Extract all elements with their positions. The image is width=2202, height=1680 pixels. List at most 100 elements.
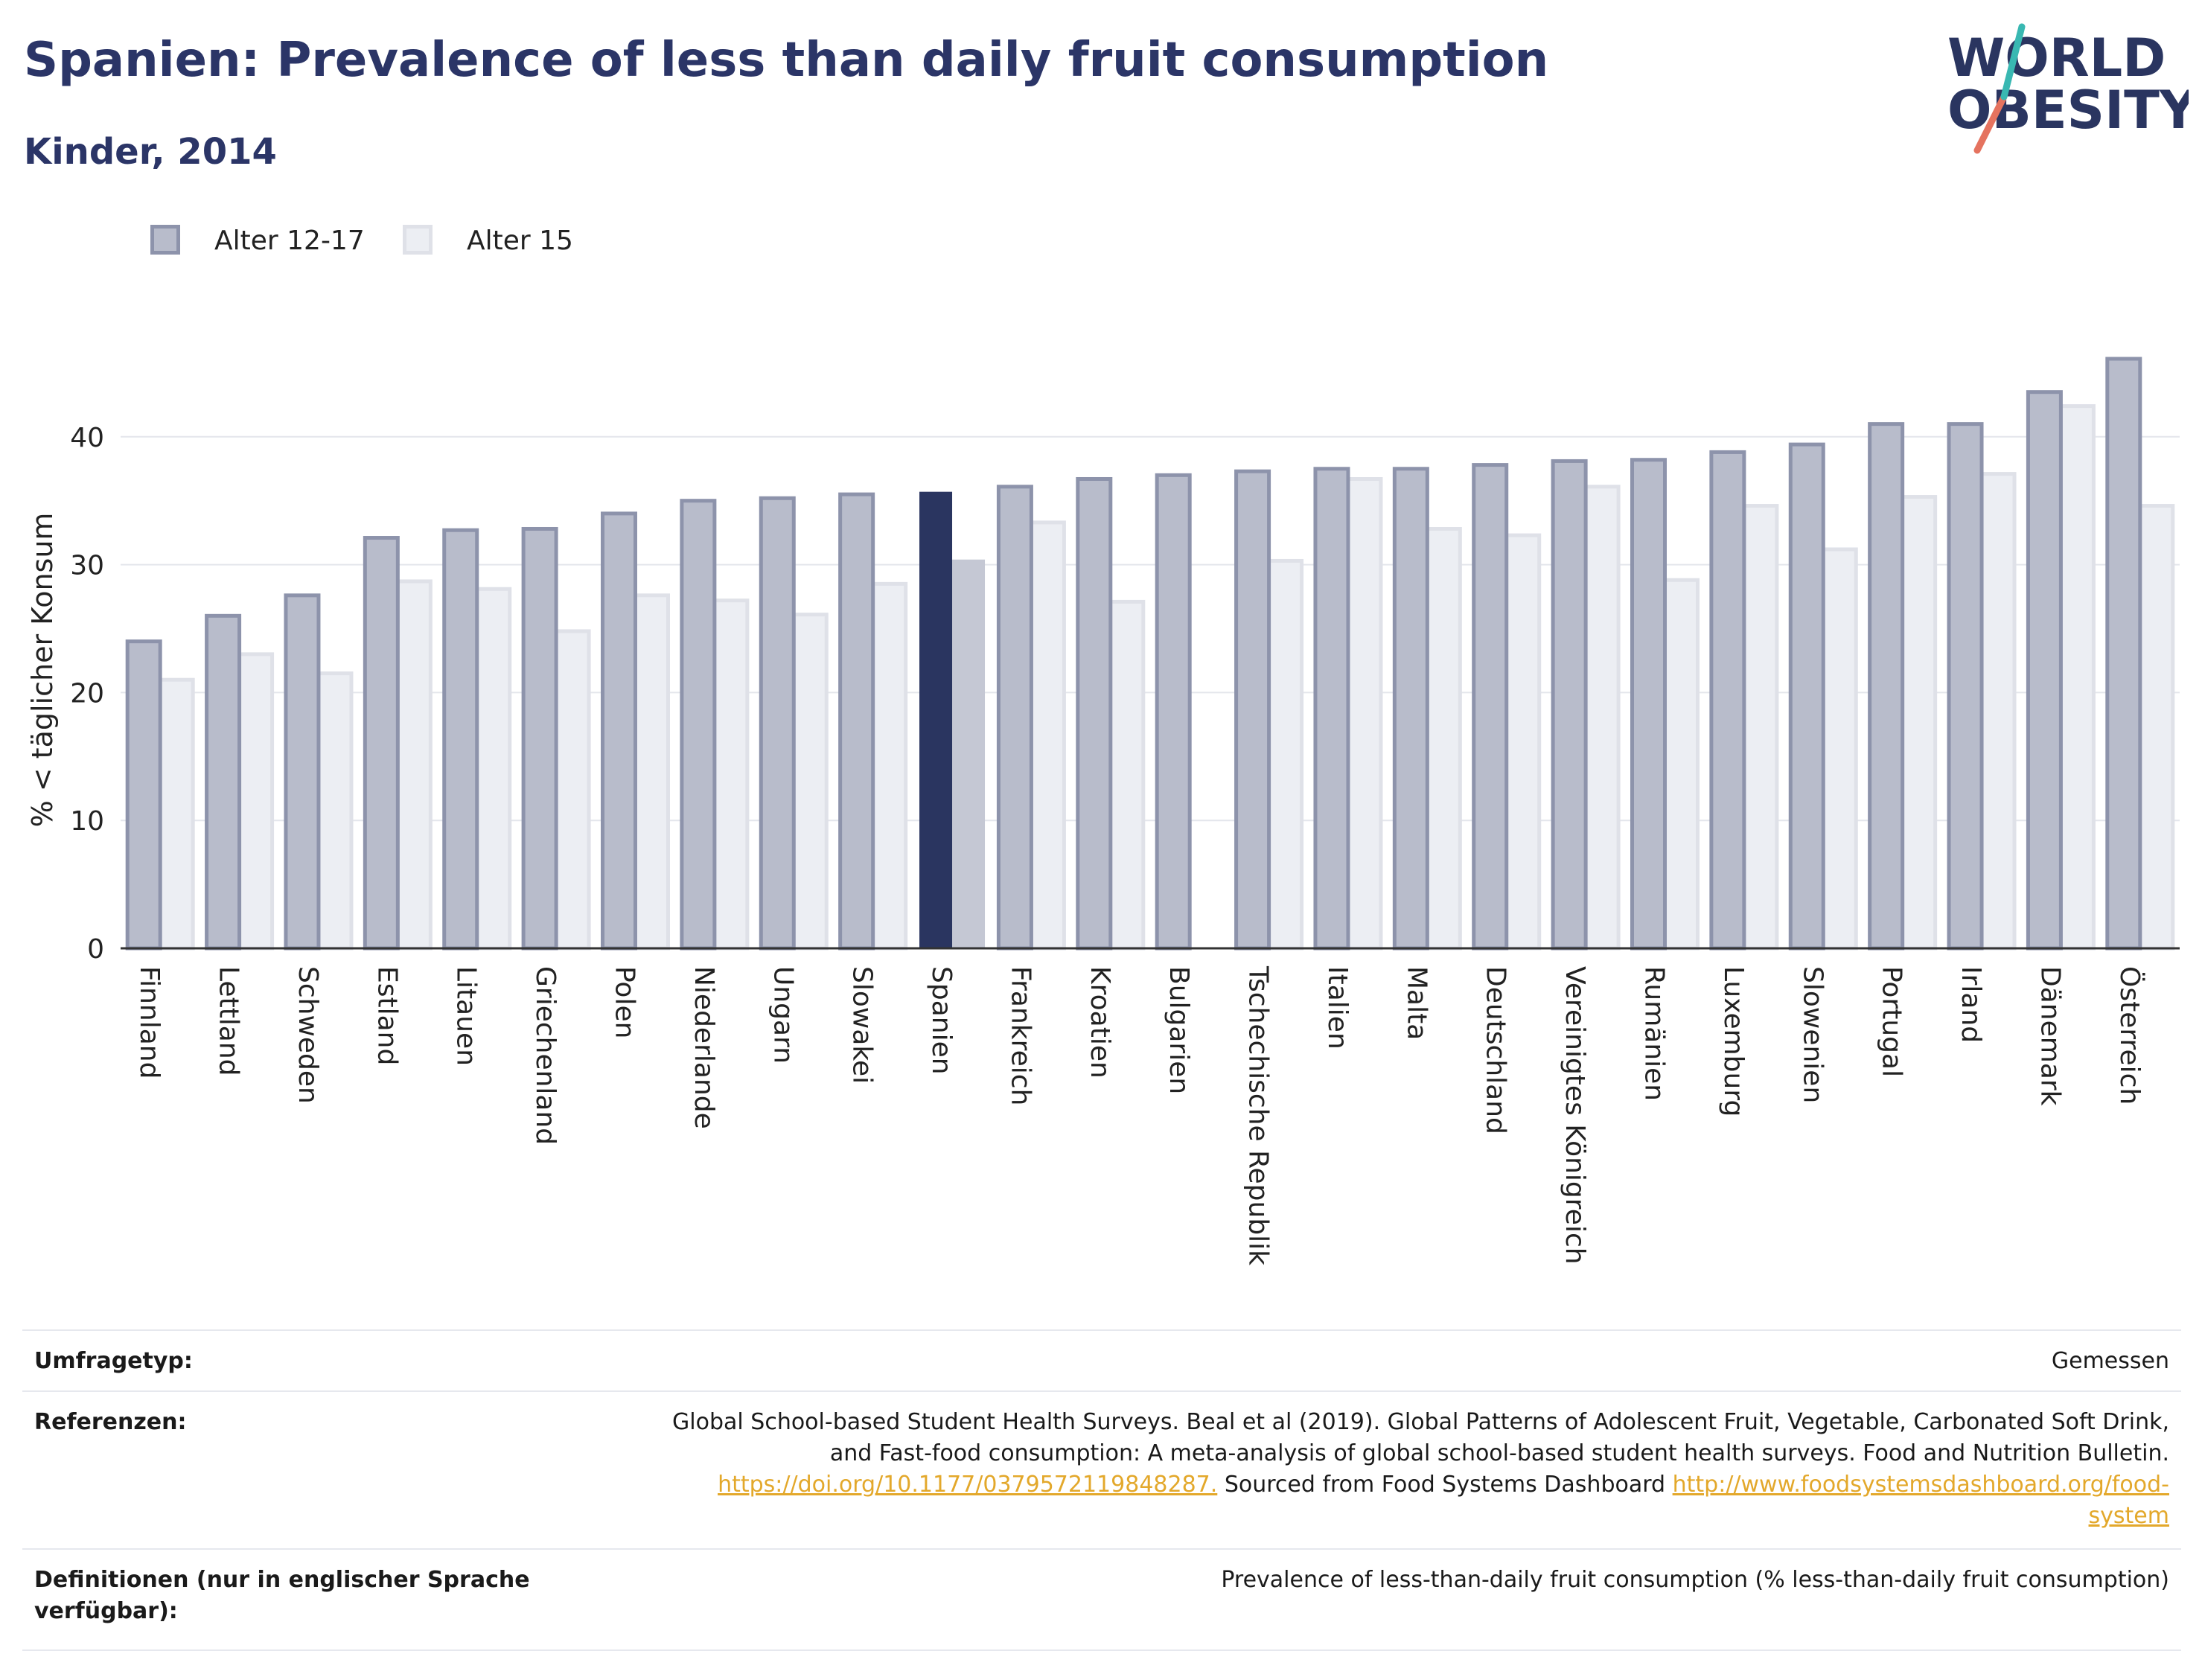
- bar-alter-12-17: [521, 526, 558, 951]
- bar-chart: 0 10 20 30 40 Finnland Lettland Schweden Estlan…: [26, 357, 2180, 1265]
- y-tick-label: 10: [70, 806, 104, 837]
- bar-alter-15: [475, 587, 512, 951]
- x-tick-label: Schweden: [293, 966, 323, 1104]
- bar-alter-12-17: [759, 496, 796, 951]
- y-tick-label: 40: [70, 423, 104, 453]
- references-line-1: Global School-based Student Health Surve…: [672, 1409, 2169, 1435]
- bar-alter-12-17: [1234, 469, 1271, 951]
- x-tick-labels: Finnland Lettland Schweden Estland Litauen Gr…: [134, 965, 2145, 1265]
- x-tick-label: Ungarn: [767, 966, 798, 1064]
- bar-alter-15: [1267, 558, 1304, 951]
- references-line-4: system: [606, 1501, 2169, 1532]
- references-value: Global School-based Student Health Surve…: [606, 1407, 2169, 1532]
- bar-alter-12-17: [284, 593, 321, 951]
- bar-alter-15: [2138, 504, 2175, 951]
- bar-alter-12-17: [1472, 463, 1509, 951]
- x-tick-label: Deutschland: [1481, 966, 1511, 1134]
- bar-alter-15: [634, 593, 670, 951]
- bar-alter-12-17: [2026, 390, 2063, 951]
- logo-line-1: WORLD: [1947, 28, 2166, 89]
- bar-alter-15: [1504, 533, 1542, 951]
- bar-alter-12-17: [1630, 458, 1667, 951]
- doi-link[interactable]: https://doi.org/10.1177/0379572119848287…: [718, 1472, 1218, 1498]
- bar-alter-15: [158, 677, 195, 951]
- definitions-value: Prevalence of less-than-daily fruit cons…: [1221, 1567, 2169, 1593]
- bar-alter-12-17: [996, 485, 1033, 951]
- bar-alter-15: [871, 581, 908, 951]
- bar-alter-12-17: [1313, 467, 1350, 951]
- dashboard-link-continued[interactable]: system: [2088, 1503, 2169, 1529]
- bar-alter-12-17: [1868, 422, 1905, 951]
- x-tick-label: Kroatien: [1085, 966, 1115, 1079]
- logo-slash-teal: [2000, 23, 2026, 100]
- bar-alter-12-17: [1551, 459, 1588, 951]
- references-line-2: and Fast-food consumption: A meta-analys…: [829, 1440, 2169, 1466]
- y-tick-label: 0: [87, 934, 104, 965]
- x-tick-label: Lettland: [214, 966, 244, 1076]
- bar-alter-15: [1583, 485, 1621, 951]
- world-obesity-logo: WORLD OBESITY: [1947, 23, 2189, 154]
- x-tick-label: Frankreich: [1005, 966, 1035, 1105]
- y-tick-label: 20: [70, 678, 104, 709]
- bar-alter-15: [1029, 520, 1066, 951]
- references-sourced: Sourced from Food Systems Dashboard: [1217, 1472, 1673, 1498]
- bar-alter-15: [1979, 472, 2017, 951]
- x-tick-label: Dänemark: [2035, 966, 2065, 1106]
- bar-alter-15: [791, 613, 829, 951]
- bar-alter-12-17: [680, 499, 717, 951]
- bar-alter-12-17: [601, 511, 637, 951]
- x-tick-label: Litauen: [451, 966, 482, 1066]
- bar-alter-15: [1821, 547, 1858, 951]
- x-tick-label: Portugal: [1877, 966, 1907, 1077]
- bar-alter-15: [1425, 526, 1462, 951]
- bar-alter-15: [395, 579, 433, 951]
- x-tick-label: Bulgarien: [1164, 966, 1194, 1094]
- x-tick-label: Malta: [1401, 966, 1432, 1040]
- legend-label: Alter 15: [467, 226, 573, 256]
- y-tick-label: 30: [70, 551, 104, 581]
- bar-alter-12-17: [125, 639, 162, 951]
- bar-alter-12-17: [1392, 467, 1429, 951]
- legend-swatch-alter-12-17: [150, 225, 180, 255]
- logo-slash-red: [1973, 93, 2008, 154]
- bar-alter-12-17: [1788, 442, 1825, 951]
- chart-title: Spanien: Prevalence of less than daily f…: [24, 33, 1549, 88]
- bar-alter-15: [554, 629, 591, 951]
- legend-swatch-alter-15: [403, 225, 433, 255]
- x-tick-label: Niederlande: [689, 966, 719, 1129]
- bar-alter-15: [1346, 476, 1383, 951]
- definitions-label-line-1: Definitionen (nur in englischer Sprache: [34, 1567, 530, 1593]
- x-tick-label: Finnland: [134, 966, 165, 1079]
- bar-alter-12-17: [1155, 473, 1192, 951]
- definitions-label: Definitionen (nur in englischer Sprache …: [34, 1565, 555, 1627]
- bar-alter-15: [1742, 504, 1779, 951]
- chart-subtitle: Kinder, 2014: [24, 131, 277, 173]
- bar-alter-12-17: [1076, 476, 1113, 951]
- bar-alter-15: [237, 652, 275, 951]
- x-tick-label: Polen: [610, 966, 640, 1038]
- bar-alter-12-17: [1947, 422, 1984, 951]
- legend-label: Alter 12-17: [214, 226, 365, 256]
- meta-row-definitions: Definitionen (nur in englischer Sprache …: [22, 1548, 2181, 1651]
- x-tick-label: Österreich: [2114, 966, 2145, 1105]
- x-tick-label: Tschechische Republik: [1243, 965, 1274, 1265]
- x-tick-label: Estland: [371, 966, 402, 1065]
- meta-row-survey: Umfragetyp: Gemessen: [22, 1329, 2181, 1390]
- bar-alter-12-17: [205, 613, 242, 951]
- x-tick-label: Vereinigtes Königreich: [1560, 966, 1590, 1265]
- bar-alter-12-17: [363, 536, 400, 951]
- dashboard-link[interactable]: http://www.foodsystemsdashboard.org/food…: [1672, 1472, 2169, 1498]
- bars: [125, 357, 2175, 951]
- meta-row-references: Referenzen: Global School-based Student …: [22, 1390, 2181, 1548]
- bar-alter-15: [2058, 404, 2096, 951]
- survey-label: Umfragetyp:: [34, 1348, 193, 1374]
- x-tick-label: Spanien: [926, 966, 957, 1075]
- bar-alter-15: [712, 598, 750, 951]
- x-tick-label: Slowakei: [847, 966, 878, 1084]
- definitions-label-line-2: verfügbar):: [34, 1598, 178, 1624]
- bar-alter-12-17: [2105, 357, 2142, 951]
- x-tick-label: Slowenien: [1797, 966, 1828, 1103]
- y-axis-label: % < täglicher Konsum: [26, 513, 59, 828]
- survey-value: Gemessen: [2051, 1348, 2169, 1374]
- references-label: Referenzen:: [34, 1409, 187, 1435]
